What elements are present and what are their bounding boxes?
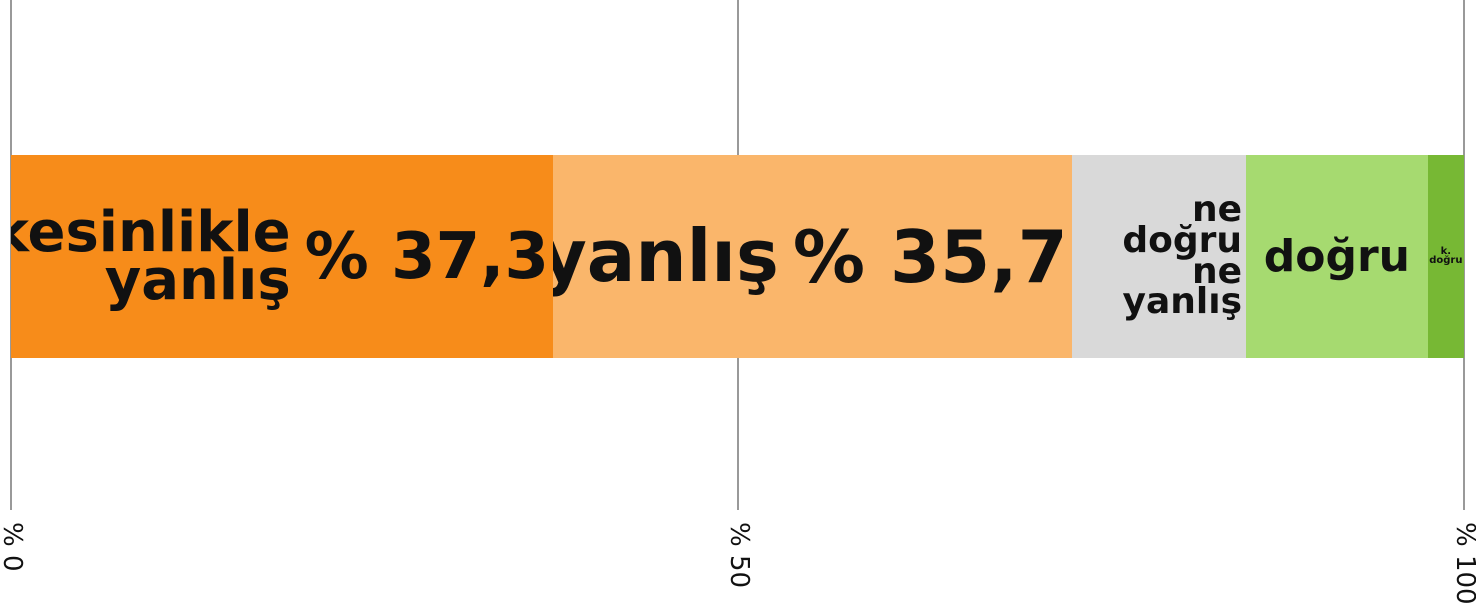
segment-label: k. doğru bbox=[1429, 246, 1463, 266]
bar-segment: ne doğru ne yanlış bbox=[1071, 155, 1247, 358]
bar-segment: kesinlikle yanlış% 37,3 bbox=[11, 155, 553, 358]
segment-label: doğru bbox=[1263, 230, 1410, 282]
bar-segment: doğru bbox=[1246, 155, 1428, 358]
grid-line bbox=[1463, 0, 1465, 510]
segment-label: ne doğru ne yanlış bbox=[1122, 189, 1243, 323]
x-tick-label: % 50 bbox=[723, 522, 754, 589]
segment-label: yanlış bbox=[552, 213, 779, 298]
bar-segment: k. doğru bbox=[1427, 155, 1464, 358]
value-label: % 37,3 bbox=[304, 219, 549, 294]
bar-segment: yanlış% 35,7 bbox=[552, 155, 1072, 358]
value-label: % 35,7 bbox=[792, 214, 1068, 299]
x-tick-label: % 0 bbox=[0, 522, 27, 572]
x-tick-label: % 100 bbox=[1450, 522, 1476, 605]
segment-label: kesinlikle yanlış bbox=[11, 199, 291, 313]
